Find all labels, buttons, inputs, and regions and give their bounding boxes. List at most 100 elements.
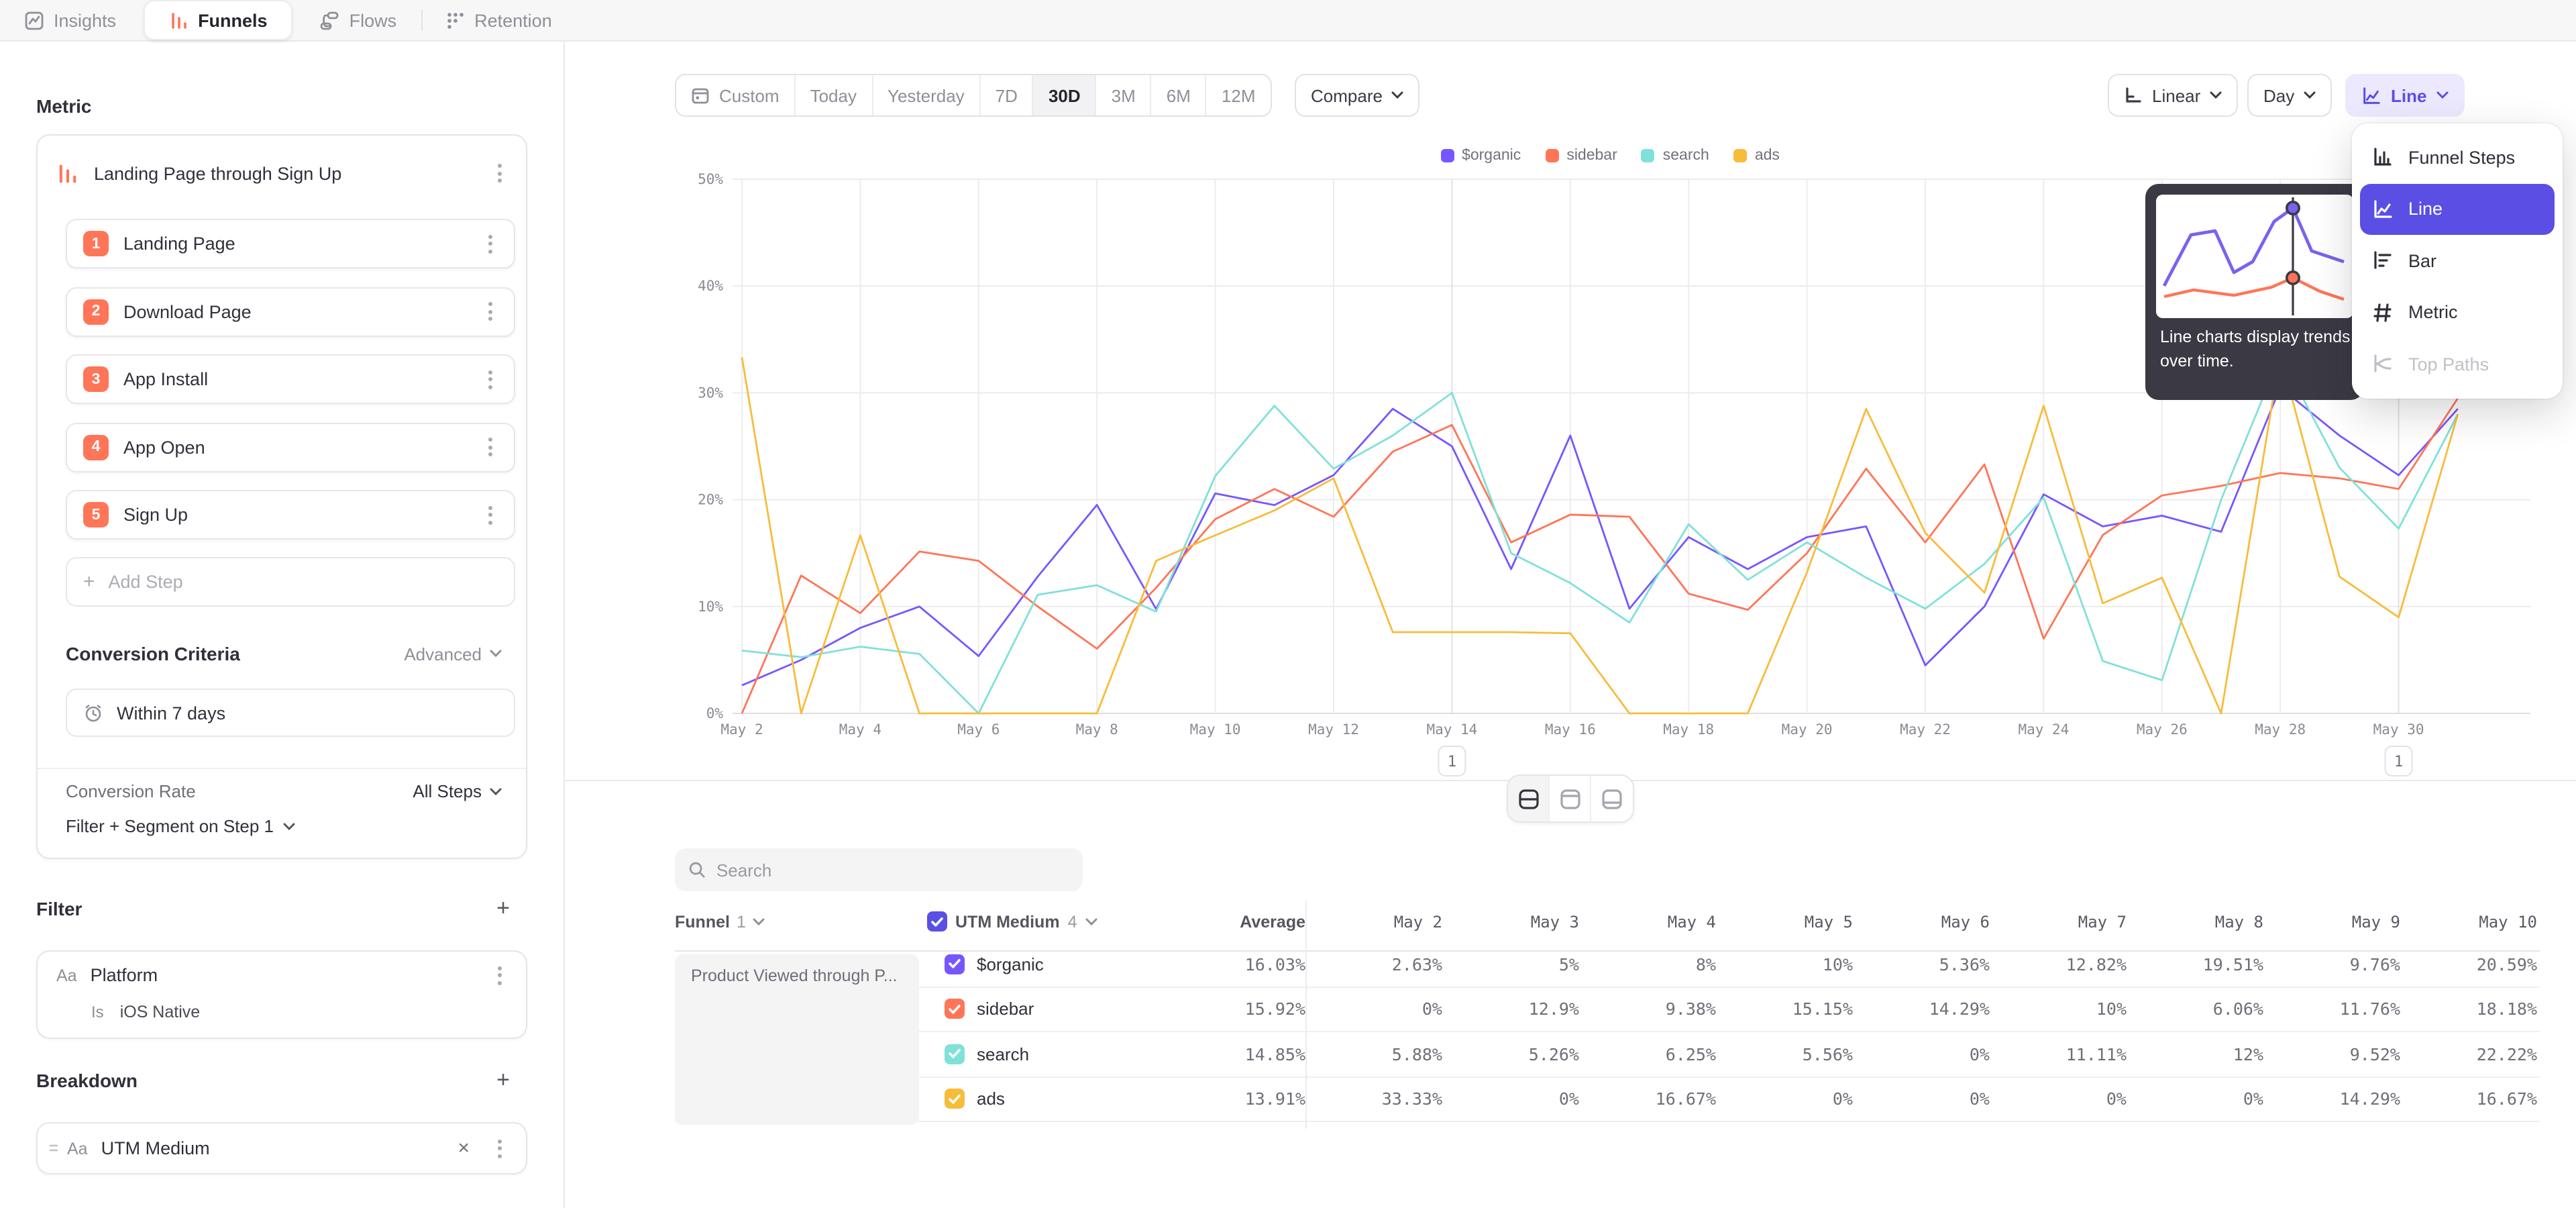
step-kebab-icon[interactable] xyxy=(479,370,500,389)
remove-breakdown-icon[interactable]: × xyxy=(458,1137,470,1160)
funnel-title-row[interactable]: Landing Page through Sign Up xyxy=(56,153,510,193)
date-column-header: May 5 xyxy=(1716,912,1853,931)
chart-type-dropdown[interactable]: Line xyxy=(2345,74,2464,117)
card-divider xyxy=(38,768,526,769)
table-cell: 14.29% xyxy=(1853,999,1990,1019)
filter-segment-dropdown[interactable]: Filter + Segment on Step 1 xyxy=(66,816,295,836)
range-custom[interactable]: Custom xyxy=(676,75,796,115)
add-filter-button[interactable]: + xyxy=(496,897,510,919)
filter-property-card[interactable]: Aa Platform Is iOS Native xyxy=(36,950,527,1039)
table-cell: 0% xyxy=(1853,1044,1990,1064)
select-all-checkbox[interactable] xyxy=(927,911,947,932)
menu-item-top-paths[interactable]: Top Paths xyxy=(2360,338,2555,390)
range-3m[interactable]: 3M xyxy=(1097,75,1152,115)
series-line-search xyxy=(742,356,2458,713)
tab-funnels[interactable]: Funnels xyxy=(143,0,293,40)
granularity-dropdown[interactable]: Day xyxy=(2247,74,2332,117)
funnel-step-4[interactable]: 4App Open xyxy=(66,422,515,472)
tab-label: Funnels xyxy=(198,10,268,30)
series-checkbox[interactable] xyxy=(945,999,965,1019)
toggle-table-only-view[interactable] xyxy=(1591,776,1633,821)
range-7d[interactable]: 7D xyxy=(981,75,1034,115)
series-checkbox[interactable] xyxy=(945,954,965,974)
compare-button[interactable]: Compare xyxy=(1295,74,1420,117)
breakdown-property-card[interactable]: Aa UTM Medium × xyxy=(36,1122,527,1174)
range-30d[interactable]: 30D xyxy=(1034,75,1097,115)
date-column-header: May 8 xyxy=(2127,912,2263,931)
breakdown-section-row: Breakdown + xyxy=(36,1068,510,1091)
table-cell: 22.22% xyxy=(2400,1044,2537,1064)
series-checkbox[interactable] xyxy=(945,1089,965,1109)
table-cell: 10% xyxy=(1990,999,2127,1019)
table-cell: 5.36% xyxy=(1853,954,1990,974)
table-cell: 6.06% xyxy=(2127,999,2263,1019)
series-line-ads xyxy=(742,354,2458,713)
funnel-step-cell[interactable]: Product Viewed through P... xyxy=(675,954,919,1125)
table-cell: 12% xyxy=(2127,1044,2263,1064)
annotation-badge[interactable]: 1 xyxy=(1438,746,1465,776)
table-cell: 9.76% xyxy=(2263,954,2400,974)
svg-text:May 16: May 16 xyxy=(1545,721,1596,738)
menu-item-line[interactable]: Line xyxy=(2360,183,2555,235)
range-yesterday[interactable]: Yesterday xyxy=(873,75,981,115)
conversion-window-control[interactable]: Within 7 days xyxy=(66,689,515,737)
menu-item-metric[interactable]: Metric xyxy=(2360,287,2555,338)
table-row-organic: $organic16.03%2.63%5%8%10%5.36%12.82%19.… xyxy=(675,942,2540,987)
metric-icon xyxy=(2372,302,2394,323)
tab-flows[interactable]: Flows xyxy=(296,0,421,40)
step-kebab-icon[interactable] xyxy=(479,302,500,321)
series-checkbox[interactable] xyxy=(945,1044,965,1064)
step-kebab-icon[interactable] xyxy=(479,438,500,456)
menu-item-label: Line xyxy=(2408,199,2443,219)
menu-item-funnel-steps[interactable]: Funnel Steps xyxy=(2360,132,2555,183)
svg-text:May 20: May 20 xyxy=(1782,721,1833,738)
advanced-dropdown[interactable]: Advanced xyxy=(404,644,502,664)
alarm-clock-icon xyxy=(83,703,103,723)
funnel-metric-icon xyxy=(56,162,79,185)
table-cell: 2.63% xyxy=(1305,954,1442,974)
breakdown-column-dropdown[interactable]: UTM Medium 4 xyxy=(927,911,1162,932)
toggle-chart-only-view[interactable] xyxy=(1550,776,1591,821)
breakdown-kebab-icon[interactable] xyxy=(488,1139,510,1158)
funnel-step-1[interactable]: 1Landing Page xyxy=(66,219,515,268)
table-cell: 19.51% xyxy=(2127,954,2263,974)
drag-handle-icon[interactable] xyxy=(48,1142,59,1154)
annotation-badge[interactable]: 1 xyxy=(2385,746,2412,776)
scale-dropdown[interactable]: Linear xyxy=(2108,74,2238,117)
funnel-step-2[interactable]: 2Download Page xyxy=(66,287,515,336)
filter-operator[interactable]: Is xyxy=(91,1003,104,1021)
filter-value[interactable]: iOS Native xyxy=(120,1003,201,1021)
tab-insights[interactable]: Insights xyxy=(0,0,140,40)
chevron-down-icon xyxy=(490,650,502,658)
tab-retention[interactable]: Retention xyxy=(421,0,576,40)
chart-type-tooltip: Line charts display trends over time. xyxy=(2145,184,2364,400)
conversion-window-value: Within 7 days xyxy=(117,703,225,723)
toggle-split-view[interactable] xyxy=(1508,776,1550,821)
funnel-column-dropdown[interactable]: Funnel 1 xyxy=(675,912,927,931)
add-step-button[interactable]: + Add Step xyxy=(66,557,515,607)
tab-label: Retention xyxy=(474,10,552,30)
top-paths-icon xyxy=(2372,354,2394,375)
funnel-step-5[interactable]: 5Sign Up xyxy=(66,490,515,540)
metric-card: Landing Page through Sign Up 1Landing Pa… xyxy=(36,134,527,859)
table-row-ads: ads13.91%33.33%0%16.67%0%0%0%0%14.29%16.… xyxy=(675,1077,2540,1122)
calendar-icon xyxy=(691,86,710,105)
search-input[interactable] xyxy=(716,860,1069,880)
svg-text:May 2: May 2 xyxy=(720,721,763,738)
add-breakdown-button[interactable]: + xyxy=(496,1068,510,1091)
funnel-step-3[interactable]: 3App Install xyxy=(66,354,515,404)
range-12m[interactable]: 12M xyxy=(1207,75,1271,115)
step-kebab-icon[interactable] xyxy=(479,234,500,253)
funnel-kebab-icon[interactable] xyxy=(488,164,510,183)
check-icon xyxy=(931,916,943,927)
filter-kebab-icon[interactable] xyxy=(488,966,510,985)
table-cell: 10% xyxy=(1716,954,1853,974)
menu-item-bar[interactable]: Bar xyxy=(2360,235,2555,287)
series-name: $organic xyxy=(977,954,1044,974)
range-6m[interactable]: 6M xyxy=(1152,75,1207,115)
all-steps-dropdown[interactable]: All Steps xyxy=(413,781,502,801)
menu-item-label: Funnel Steps xyxy=(2408,148,2515,168)
step-kebab-icon[interactable] xyxy=(479,505,500,524)
range-today[interactable]: Today xyxy=(796,75,873,115)
series-name: search xyxy=(977,1044,1029,1064)
